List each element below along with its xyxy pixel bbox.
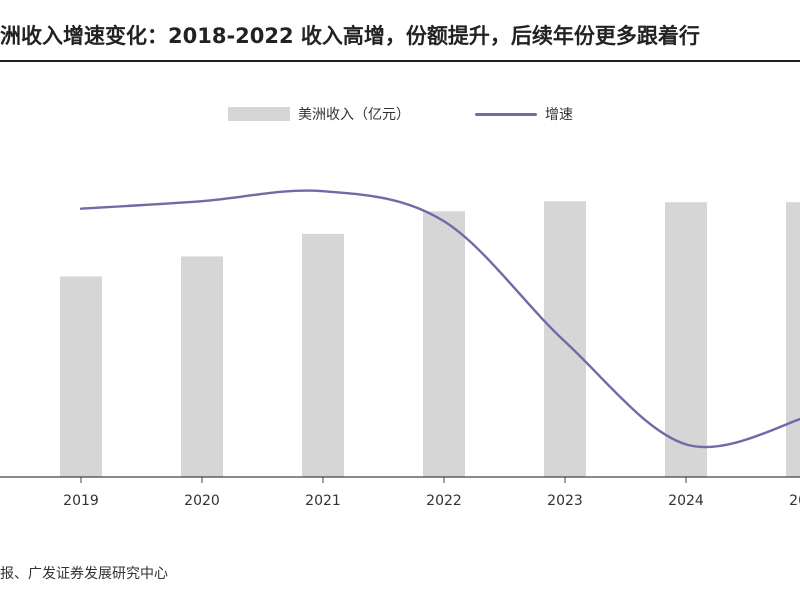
legend-label-revenue: 美洲收入（亿元） <box>298 107 410 123</box>
bar-2024 <box>665 202 707 477</box>
x-tick-label-2019: 2019 <box>63 493 99 509</box>
bar-2023 <box>544 201 586 477</box>
legend-item-revenue: 美洲收入（亿元） <box>228 104 410 124</box>
bar-2025 <box>786 202 800 477</box>
x-tick-label-2023: 2023 <box>547 493 583 509</box>
bar-series <box>60 201 800 477</box>
legend-label-growth: 增速 <box>545 107 573 123</box>
bar-2021 <box>302 233 344 477</box>
source-note: 报、广发证券发展研究中心 <box>0 566 168 582</box>
x-tick-label-2022: 2022 <box>426 493 462 509</box>
legend-swatch-line <box>475 112 537 116</box>
bar-2020 <box>181 256 223 477</box>
x-tick-label-2021: 2021 <box>305 493 341 509</box>
legend-item-growth: 增速 <box>475 104 573 124</box>
legend-swatch-bar <box>228 107 290 121</box>
title-divider <box>0 60 800 62</box>
chart-legend: 美洲收入（亿元） 增速 <box>0 104 800 124</box>
bar-2019 <box>60 276 102 477</box>
x-axis-ticks: 2019 2020 2021 2022 2023 2024 2025 <box>63 477 800 509</box>
growth-line <box>79 189 800 449</box>
x-tick-label-2024: 2024 <box>668 493 704 509</box>
chart-title: 洲收入增速变化：2018-2022 收入高增，份额提升，后续年份更多跟着行 <box>0 24 700 48</box>
x-tick-label-2020: 2020 <box>184 493 220 509</box>
bar-2022 <box>423 211 465 477</box>
x-tick-label-2025: 2025 <box>789 493 800 509</box>
